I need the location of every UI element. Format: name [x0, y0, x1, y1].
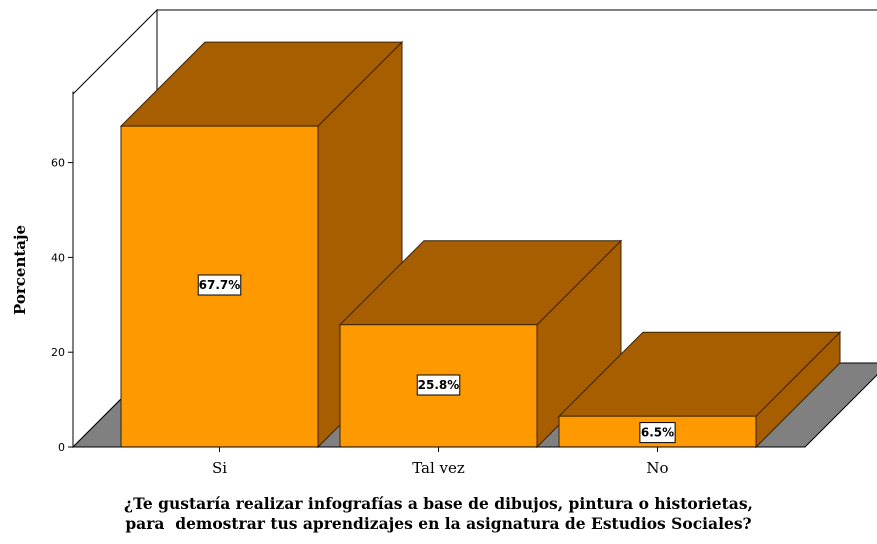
x-category-label: No	[646, 459, 668, 477]
data-label: 67.7%	[199, 278, 241, 292]
x-category-label: Si	[212, 459, 227, 477]
bars-group: 67.7% 25.8% 6.5%	[119, 40, 842, 449]
data-label-box	[197, 274, 242, 296]
y-axis: 0 20 40 60	[51, 91, 74, 454]
y-tick-label: 40	[51, 251, 65, 264]
y-axis-title: Porcentaje	[11, 225, 29, 315]
data-label-box	[639, 422, 676, 444]
data-label: 6.5%	[641, 426, 674, 440]
x-axis-title: ¿Te gustaría realizar infografías a base…	[0, 494, 877, 534]
x-axis-title-line-1: ¿Te gustaría realizar infografías a base…	[124, 494, 753, 513]
data-label-box	[416, 374, 461, 396]
data-label: 25.8%	[418, 378, 460, 392]
y-tick-label: 60	[51, 157, 65, 170]
y-tick-label: 20	[51, 346, 65, 359]
bar-no: 6.5%	[557, 330, 842, 449]
bar-si: 67.7%	[119, 40, 404, 449]
x-category-label: Tal vez	[412, 459, 465, 477]
y-tick-label: 0	[58, 441, 65, 454]
x-axis-title-line-2: para demostrar tus aprendizajes en la as…	[125, 514, 752, 533]
x-axis-categories: Si Tal vez No	[73, 446, 805, 477]
